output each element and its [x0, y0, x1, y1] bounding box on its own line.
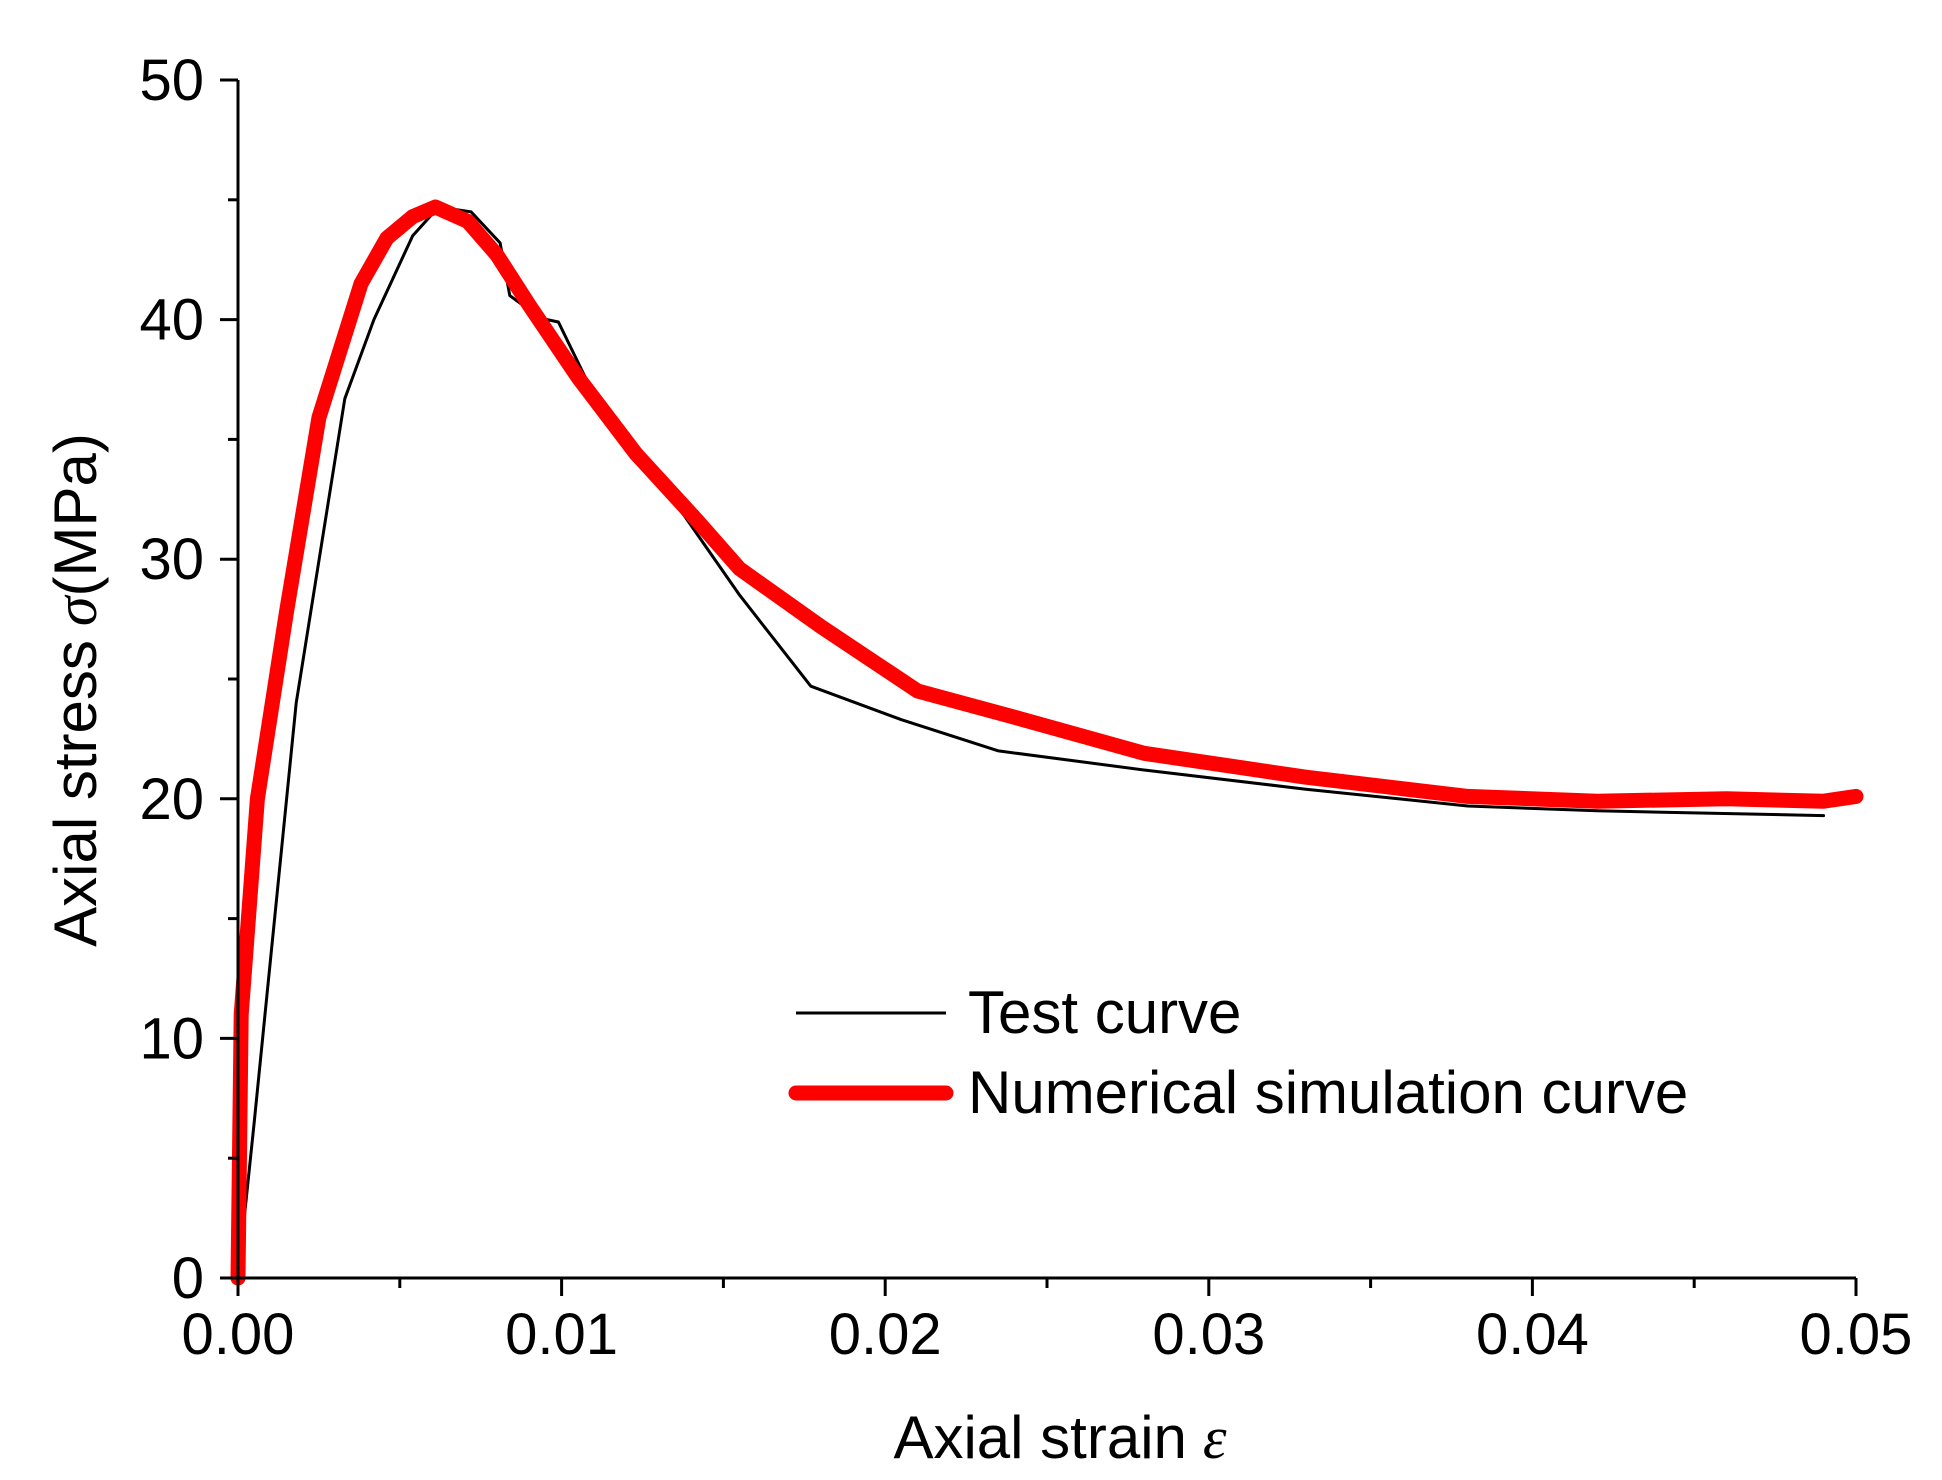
- y-tick-label: 30: [139, 527, 204, 592]
- y-tick-label: 20: [139, 767, 204, 832]
- legend-label-test-curve: Test curve: [968, 979, 1241, 1046]
- x-axis-symbol: ε: [1203, 1405, 1227, 1471]
- y-tick-label: 40: [139, 288, 204, 353]
- x-tick-label: 0.05: [1800, 1302, 1913, 1367]
- x-tick-label: 0.02: [829, 1302, 942, 1367]
- x-tick-label: 0.03: [1152, 1302, 1265, 1367]
- series-numerical-simulation-curve: [230, 199, 1864, 1286]
- y-tick-label: 0: [172, 1246, 204, 1311]
- legend-label-numerical-curve: Numerical simulation curve: [968, 1059, 1688, 1126]
- x-tick-label: 0.01: [505, 1302, 618, 1367]
- y-axis-symbol: σ: [43, 594, 109, 626]
- x-axis-title-text: Axial strain: [893, 1404, 1186, 1471]
- x-axis-title: Axial strain ε: [893, 1404, 1226, 1471]
- y-axis-title-text: Axial stress: [42, 640, 109, 947]
- axes: 0.00 0.01 0.02 0.03 0.04 0.05 0 10 20 30 40 50: [139, 48, 1912, 1367]
- legend: Test curve Numerical simulation curve: [788, 979, 1688, 1126]
- y-axis-unit: (MPa): [42, 433, 109, 596]
- series-test-curve: [236, 205, 1826, 1280]
- y-tick-label: 10: [139, 1006, 204, 1071]
- y-axis-title: Axial stress σ(MPa): [42, 433, 109, 947]
- plot-area: [230, 199, 1864, 1286]
- y-tick-label: 50: [139, 48, 204, 113]
- x-tick-label: 0.04: [1476, 1302, 1589, 1367]
- x-tick-label: 0.00: [182, 1302, 295, 1367]
